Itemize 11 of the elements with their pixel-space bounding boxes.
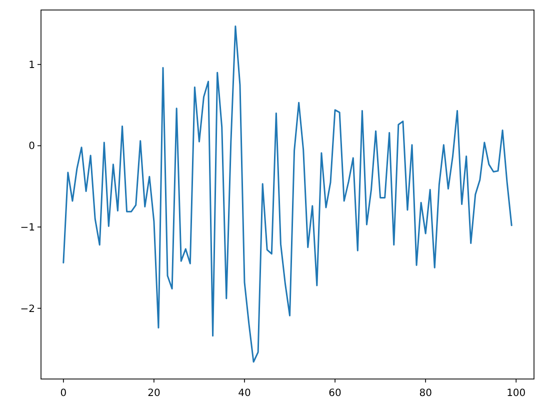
line-series (62, 26, 512, 363)
x-tick-label: 0 (60, 388, 67, 399)
x-tick-label: 80 (419, 388, 432, 399)
y-tick-label: 0 (28, 141, 35, 152)
y-tick-label: −1 (20, 222, 35, 234)
y-tick-label: 1 (28, 60, 35, 71)
y-tick-label: −2 (20, 304, 35, 315)
x-tick-label: 100 (506, 388, 526, 399)
x-tick-label: 60 (328, 388, 342, 399)
x-tick-label: 20 (148, 388, 160, 399)
x-tick-label: 40 (238, 388, 251, 399)
